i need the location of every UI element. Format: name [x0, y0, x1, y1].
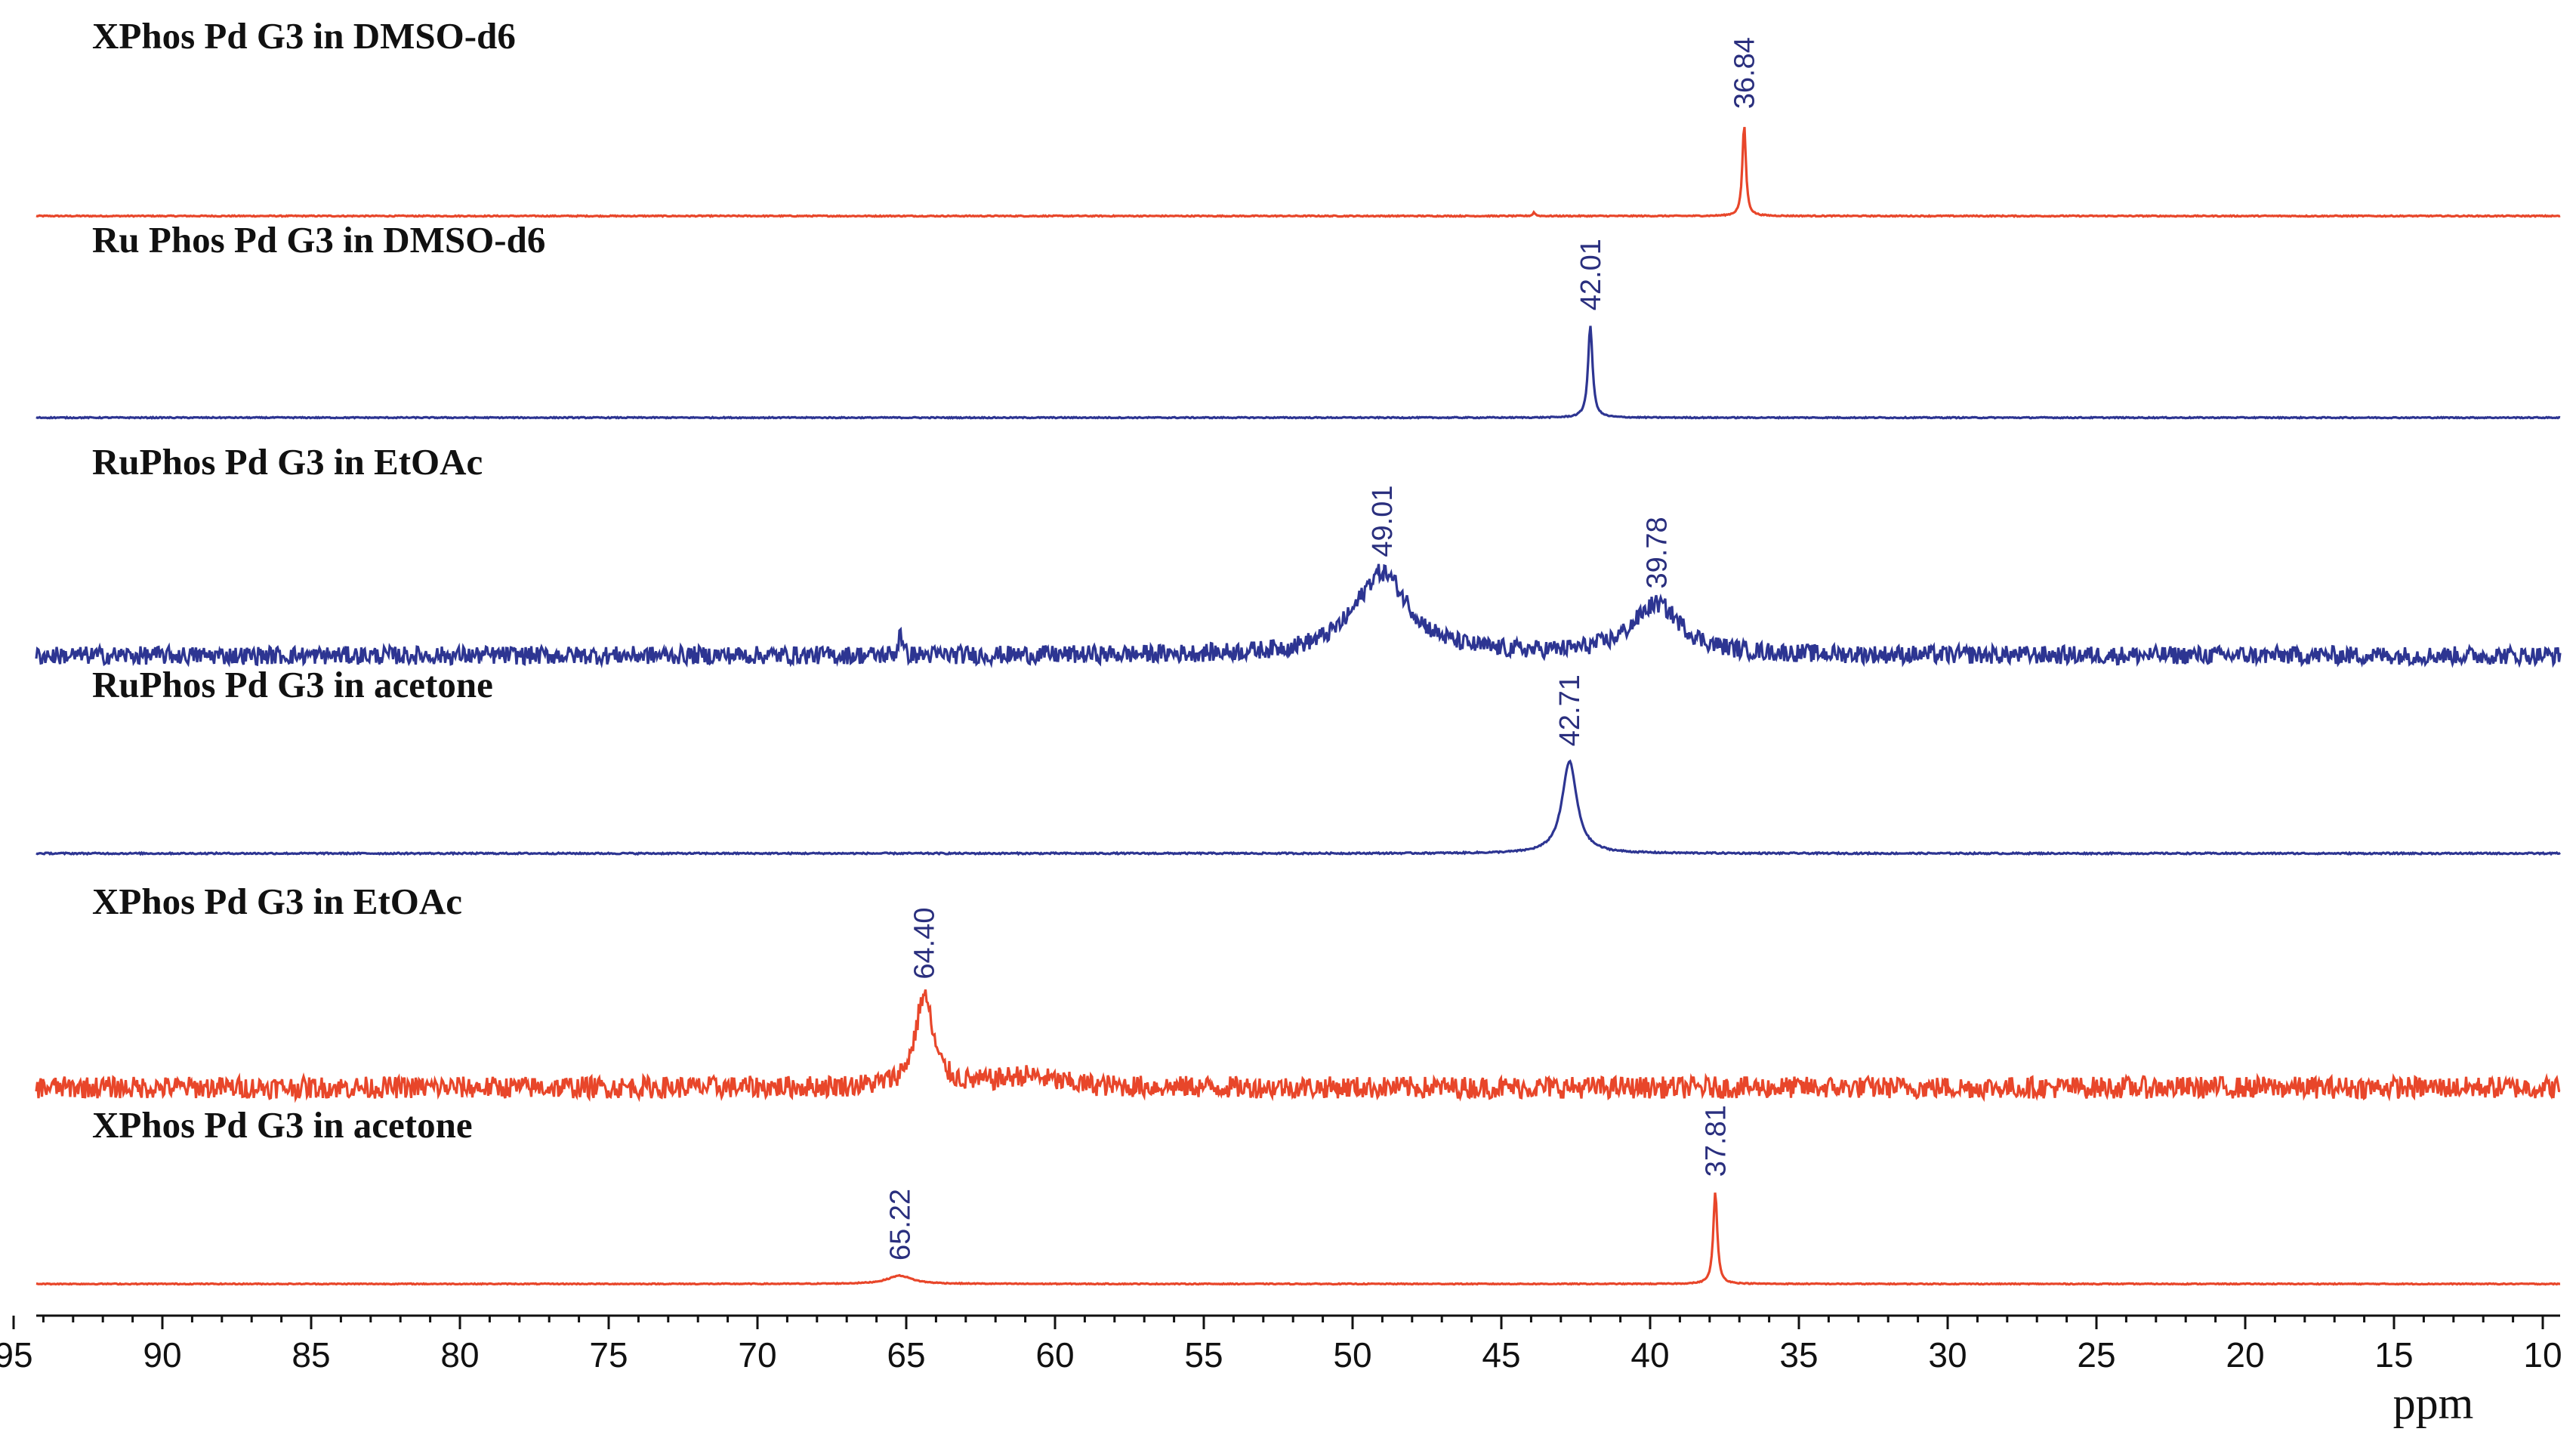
x-tick-label: 90 — [143, 1335, 181, 1375]
x-axis-title: ppm — [2393, 1378, 2474, 1428]
x-tick-label: 45 — [1482, 1335, 1520, 1375]
x-tick-label: 80 — [440, 1335, 479, 1375]
x-tick-label: 25 — [2077, 1335, 2115, 1375]
x-tick-label: 85 — [292, 1335, 330, 1375]
x-tick-label: 95 — [0, 1335, 33, 1375]
x-tick-label: 10 — [2523, 1335, 2562, 1375]
peak-labels: 36.84 42.01 49.01 39.78 42.71 64.40 65.22 37.81 — [884, 37, 1760, 1260]
x-tick-label: 70 — [738, 1335, 776, 1375]
x-axis: 95 90 85 80 75 70 65 60 55 50 45 40 35 30 25 20 15 10 ppm — [0, 1314, 2562, 1428]
trace-label-5: XPhos Pd G3 in EtOAc — [92, 881, 462, 922]
x-tick-label: 30 — [1928, 1335, 1967, 1375]
trace-label-1: XPhos Pd G3 in DMSO-d6 — [92, 15, 516, 57]
spectrum-traces — [35, 126, 2562, 1286]
x-tick-label: 60 — [1035, 1335, 1074, 1375]
x-tick-label: 35 — [1779, 1335, 1818, 1375]
peak-label-3-2: 39.78 — [1642, 517, 1674, 588]
x-tick-label: 65 — [887, 1335, 925, 1375]
peak-label-4-1: 42.71 — [1554, 674, 1586, 746]
spectrum-trace-6 — [35, 1193, 2561, 1286]
trace-labels: XPhos Pd G3 in DMSO-d6 Ru Phos Pd G3 in D… — [92, 15, 545, 1146]
spectrum-trace-5 — [35, 989, 2561, 1103]
x-axis-ticks: 95 90 85 80 75 70 65 60 55 50 45 40 35 30 25 20 15 10 — [0, 1316, 2562, 1375]
peak-label-6-2: 37.81 — [1700, 1105, 1732, 1177]
x-tick-label: 75 — [589, 1335, 628, 1375]
peak-label-6-1: 65.22 — [884, 1189, 916, 1260]
spectrum-trace-1 — [35, 126, 2561, 218]
spectrum-trace-2 — [35, 326, 2561, 420]
trace-label-6: XPhos Pd G3 in acetone — [92, 1104, 473, 1146]
x-tick-label: 20 — [2226, 1335, 2264, 1375]
x-tick-label: 15 — [2374, 1335, 2413, 1375]
trace-label-3: RuPhos Pd G3 in EtOAc — [92, 441, 483, 483]
trace-label-2: Ru Phos Pd G3 in DMSO-d6 — [92, 219, 545, 261]
spectrum-trace-3 — [35, 563, 2562, 669]
peak-label-5-1: 64.40 — [909, 907, 941, 979]
peak-label-3-1: 49.01 — [1367, 486, 1399, 557]
x-tick-label: 55 — [1184, 1335, 1223, 1375]
spectrum-trace-4 — [35, 759, 2561, 856]
peak-label-1-1: 36.84 — [1729, 37, 1761, 109]
peak-label-2-1: 42.01 — [1575, 239, 1607, 310]
x-tick-label: 40 — [1630, 1335, 1669, 1375]
x-tick-label: 50 — [1333, 1335, 1371, 1375]
trace-label-4: RuPhos Pd G3 in acetone — [92, 664, 493, 705]
